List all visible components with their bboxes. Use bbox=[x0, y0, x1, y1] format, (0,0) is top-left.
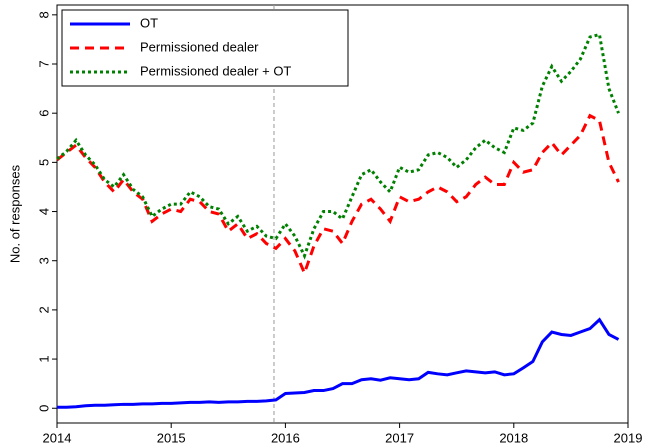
x-tick-label: 2015 bbox=[157, 430, 186, 445]
x-tick-label: 2019 bbox=[614, 430, 643, 445]
x-tick-label: 2018 bbox=[499, 430, 528, 445]
y-tick-label: 6 bbox=[36, 110, 51, 117]
y-tick-label: 5 bbox=[36, 159, 51, 166]
series-line bbox=[56, 32, 620, 260]
y-tick-label: 3 bbox=[36, 257, 51, 264]
legend-label: Permissioned dealer + OT bbox=[140, 63, 291, 78]
x-tick-label: 2014 bbox=[43, 430, 72, 445]
x-tick-label: 2017 bbox=[385, 430, 414, 445]
y-tick-label: 0 bbox=[36, 405, 51, 412]
series-line bbox=[56, 113, 620, 278]
plot-frame bbox=[56, 4, 629, 424]
y-tick-label: 1 bbox=[36, 355, 51, 362]
y-axis-label: No. of responses bbox=[7, 164, 22, 263]
y-tick-label: 8 bbox=[36, 11, 51, 18]
legend-label: OT bbox=[140, 15, 158, 30]
legend-label: Permissioned dealer bbox=[140, 39, 259, 54]
y-tick-label: 7 bbox=[36, 60, 51, 67]
series-line bbox=[57, 317, 620, 409]
y-tick-label: 2 bbox=[36, 306, 51, 313]
y-tick-label: 4 bbox=[36, 208, 51, 215]
x-tick-label: 2016 bbox=[271, 430, 300, 445]
